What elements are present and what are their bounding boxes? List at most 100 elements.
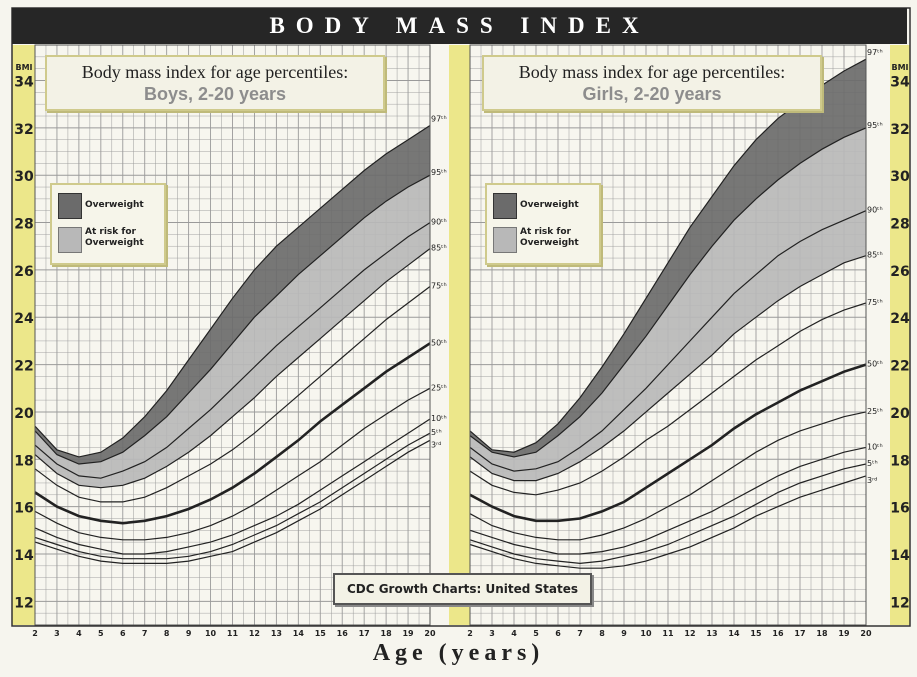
percentile-curve-75th <box>34 286 431 503</box>
banner: BODY MASS INDEX <box>12 8 907 44</box>
percentile-label-95th: 95ᵗʰ <box>431 168 447 177</box>
percentile-label-75th: 75ᵗʰ <box>867 298 883 307</box>
x-tick-label: 6 <box>555 629 561 638</box>
plot-frame <box>469 44 867 626</box>
boys-legend: Overweight At risk for Overweight <box>50 183 166 265</box>
percentile-curve-10th <box>469 446 867 555</box>
y-tick-label: 26 <box>890 264 909 280</box>
y-tick-label: 16 <box>14 501 33 517</box>
band-at-risk <box>470 127 866 481</box>
percentile-curve-3rd <box>469 475 867 569</box>
x-tick-label: 5 <box>98 629 104 638</box>
x-tick-label: 17 <box>794 629 805 638</box>
x-tick-label: 3 <box>489 629 495 638</box>
x-tick-label: 13 <box>706 629 717 638</box>
percentile-label-95th: 95ᵗʰ <box>867 121 883 130</box>
x-tick-label: 10 <box>640 629 652 638</box>
boys-chart-title: Body mass index for age percentiles: <box>81 62 349 82</box>
girls-legend: Overweight At risk for Overweight <box>485 183 601 265</box>
percentile-label-97th: 97ᵗʰ <box>867 48 883 57</box>
percentile-label-90th: 90ᵗʰ <box>867 206 883 215</box>
band-overweight <box>35 125 430 464</box>
y-tick-label: 28 <box>14 217 33 233</box>
percentile-curve-25th <box>469 411 867 541</box>
overweight-label: Overweight <box>85 200 144 210</box>
x-tick-label: 16 <box>337 629 349 638</box>
x-tick-label: 19 <box>838 629 850 638</box>
x-axis-title: Age (years) <box>372 640 545 666</box>
plot-frame <box>34 44 431 626</box>
bmi-axis-strip <box>12 45 35 625</box>
x-tick-label: 10 <box>205 629 217 638</box>
x-tick-label: 4 <box>76 629 82 638</box>
y-tick-label: 24 <box>890 311 910 327</box>
percentile-curve-5th <box>469 463 867 565</box>
at-risk-label-line1: At risk for <box>85 227 136 237</box>
y-tick-label: 18 <box>14 453 33 469</box>
band-at-risk <box>35 175 430 488</box>
percentile-label-90th: 90ᵗʰ <box>431 218 447 227</box>
percentile-label-5th: 5ᵗʰ <box>431 428 442 437</box>
x-tick-label: 11 <box>662 629 674 638</box>
y-tick-label: 30 <box>14 169 34 185</box>
band-overweight <box>470 59 866 457</box>
girls-chart-subtitle: Girls, 2-20 years <box>582 84 722 104</box>
y-tick-label: 32 <box>14 122 33 138</box>
percentile-label-50th: 50ᵗʰ <box>431 338 447 347</box>
y-tick-label: 20 <box>890 406 910 422</box>
percentile-label-85th: 85ᵗʰ <box>431 244 447 253</box>
percentile-label-3rd: 3ʳᵈ <box>867 476 877 485</box>
percentile-curve-50th <box>469 363 867 523</box>
y-tick-label: 14 <box>14 548 34 564</box>
percentile-label-3rd: 3ʳᵈ <box>431 440 441 449</box>
at-risk-swatch <box>493 227 517 253</box>
x-tick-label: 8 <box>164 629 170 638</box>
source-label: CDC Growth Charts: United States <box>333 573 592 605</box>
percentile-curve-5th <box>34 432 431 560</box>
y-tick-label: 28 <box>890 217 909 233</box>
y-tick-label: 16 <box>890 501 909 517</box>
x-tick-label: 16 <box>772 629 784 638</box>
percentile-label-10th: 10ᵗʰ <box>431 414 447 423</box>
x-tick-label: 15 <box>750 629 762 638</box>
y-axis-label: BMI <box>15 63 32 72</box>
x-tick-label: 17 <box>359 629 370 638</box>
overweight-swatch <box>58 193 82 219</box>
percentile-curve-90th <box>34 222 431 479</box>
percentile-label-5th: 5ᵗʰ <box>867 459 878 468</box>
percentile-curve-95th <box>469 127 867 458</box>
girls-chart-title: Body mass index for age percentiles: <box>518 62 786 82</box>
y-tick-label: 12 <box>890 595 909 611</box>
boys-chart-title-box: Body mass index for age percentiles: Boy… <box>45 55 385 111</box>
overweight-label: Overweight <box>520 200 579 210</box>
banner-title: BODY MASS INDEX <box>269 13 650 38</box>
y-tick-label: 22 <box>890 359 909 375</box>
x-tick-label: 9 <box>186 629 192 638</box>
percentile-curve-3rd <box>34 439 431 564</box>
x-tick-label: 3 <box>54 629 60 638</box>
at-risk-label-line1: At risk for <box>520 227 571 237</box>
x-tick-label: 18 <box>816 629 828 638</box>
x-tick-label: 12 <box>684 629 695 638</box>
percentile-curve-85th <box>469 255 867 482</box>
x-tick-label: 13 <box>271 629 282 638</box>
percentile-curve-97th <box>34 124 431 458</box>
percentile-curve-10th <box>34 418 431 555</box>
x-tick-label: 11 <box>227 629 239 638</box>
at-risk-swatch <box>58 227 82 253</box>
percentile-curve-75th <box>469 302 867 496</box>
y-tick-label: 24 <box>14 311 34 327</box>
x-tick-label: 4 <box>511 629 517 638</box>
x-tick-label: 2 <box>32 629 38 638</box>
percentile-label-85th: 85ᵗʰ <box>867 251 883 260</box>
x-tick-label: 7 <box>142 629 148 638</box>
x-tick-label: 19 <box>402 629 414 638</box>
y-tick-label: 18 <box>890 453 909 469</box>
bmi-axis-strip <box>449 45 470 625</box>
y-tick-label: 22 <box>14 359 33 375</box>
percentile-curve-25th <box>34 387 431 541</box>
girls-chart-title-box: Body mass index for age percentiles: Gir… <box>482 55 822 111</box>
y-tick-label: 34 <box>14 75 34 91</box>
bmi-axis-strip <box>890 45 910 625</box>
